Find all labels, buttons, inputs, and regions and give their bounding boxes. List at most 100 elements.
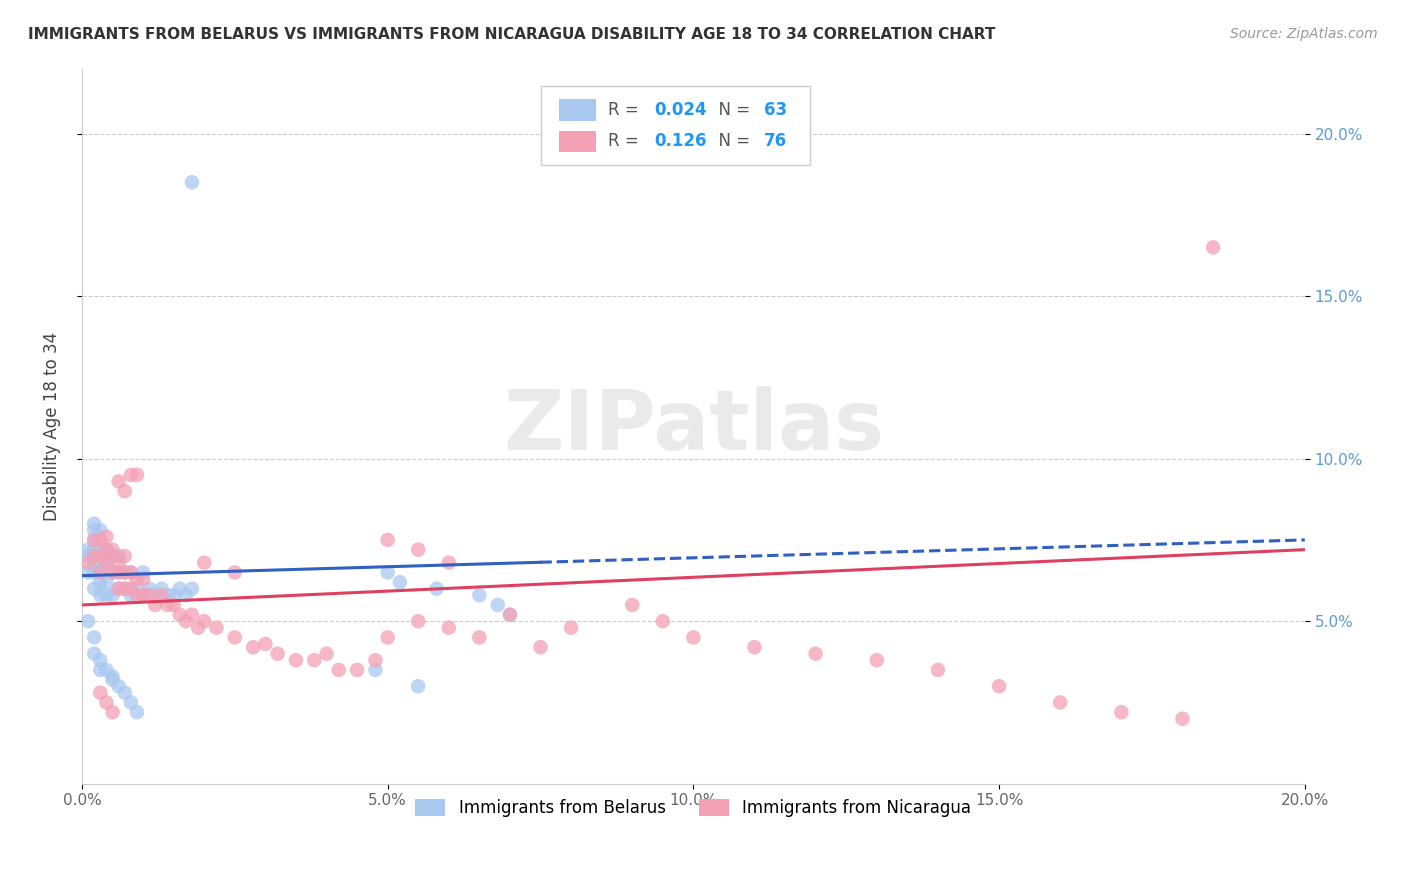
Point xyxy=(927,663,949,677)
Point xyxy=(651,614,673,628)
Point xyxy=(101,566,124,580)
Text: 76: 76 xyxy=(765,133,787,151)
Point xyxy=(174,614,197,628)
Point xyxy=(114,549,136,564)
Point xyxy=(468,631,491,645)
Point xyxy=(304,653,326,667)
Point xyxy=(101,566,124,580)
Point xyxy=(284,653,307,667)
Point xyxy=(89,566,111,580)
Point xyxy=(89,533,111,547)
Point xyxy=(132,588,155,602)
Point xyxy=(406,679,429,693)
Point xyxy=(83,582,105,596)
Point xyxy=(114,484,136,499)
Point xyxy=(120,467,142,482)
Point xyxy=(254,637,277,651)
Point xyxy=(328,663,350,677)
Point xyxy=(83,647,105,661)
Point xyxy=(156,598,179,612)
Point xyxy=(96,530,118,544)
Point xyxy=(96,575,118,590)
Point xyxy=(89,663,111,677)
Point xyxy=(125,572,148,586)
Text: N =: N = xyxy=(709,101,755,119)
Point xyxy=(120,696,142,710)
Point xyxy=(77,542,100,557)
Point xyxy=(156,588,179,602)
Point xyxy=(1202,240,1225,254)
Point xyxy=(89,556,111,570)
Text: R =: R = xyxy=(607,133,644,151)
Point xyxy=(101,549,124,564)
Point xyxy=(193,614,215,628)
Point xyxy=(114,566,136,580)
Point xyxy=(83,556,105,570)
Point xyxy=(138,582,160,596)
Point xyxy=(163,588,186,602)
Text: IMMIGRANTS FROM BELARUS VS IMMIGRANTS FROM NICARAGUA DISABILITY AGE 18 TO 34 COR: IMMIGRANTS FROM BELARUS VS IMMIGRANTS FR… xyxy=(28,27,995,42)
Point xyxy=(125,588,148,602)
Point xyxy=(77,549,100,564)
Point xyxy=(1049,696,1071,710)
Point xyxy=(205,621,228,635)
Point xyxy=(96,588,118,602)
Point xyxy=(560,621,582,635)
Point xyxy=(138,588,160,602)
Point xyxy=(114,582,136,596)
Point xyxy=(83,631,105,645)
Point xyxy=(107,679,129,693)
Point xyxy=(89,653,111,667)
Point xyxy=(224,631,246,645)
Point xyxy=(406,614,429,628)
Point xyxy=(89,523,111,537)
Point xyxy=(187,621,209,635)
Point xyxy=(346,663,368,677)
Point xyxy=(101,588,124,602)
Point xyxy=(499,607,522,622)
FancyBboxPatch shape xyxy=(540,87,810,165)
Point xyxy=(132,588,155,602)
Point xyxy=(96,556,118,570)
Point xyxy=(377,566,399,580)
Bar xyxy=(558,99,596,120)
Point xyxy=(107,582,129,596)
Point xyxy=(107,566,129,580)
Point xyxy=(388,575,411,590)
Point xyxy=(101,549,124,564)
Point xyxy=(101,705,124,719)
Text: R =: R = xyxy=(607,101,644,119)
Point xyxy=(150,588,173,602)
Point xyxy=(83,549,105,564)
Point xyxy=(107,556,129,570)
Point xyxy=(125,467,148,482)
Point xyxy=(499,607,522,622)
Point xyxy=(83,523,105,537)
Point xyxy=(174,588,197,602)
Point xyxy=(181,175,204,189)
Point xyxy=(1171,712,1194,726)
Text: Source: ZipAtlas.com: Source: ZipAtlas.com xyxy=(1230,27,1378,41)
Point xyxy=(132,566,155,580)
Point xyxy=(169,607,191,622)
Text: N =: N = xyxy=(709,133,755,151)
Point xyxy=(114,686,136,700)
Point xyxy=(77,556,100,570)
Y-axis label: Disability Age 18 to 34: Disability Age 18 to 34 xyxy=(44,332,60,521)
Point xyxy=(437,621,460,635)
Text: ZIPatlas: ZIPatlas xyxy=(503,385,884,467)
Point xyxy=(1111,705,1133,719)
Point xyxy=(77,566,100,580)
Point xyxy=(181,582,204,596)
Point xyxy=(364,653,387,667)
Point xyxy=(77,614,100,628)
Point xyxy=(96,542,118,557)
Point xyxy=(89,588,111,602)
Point xyxy=(125,705,148,719)
Point xyxy=(107,582,129,596)
Point xyxy=(120,566,142,580)
Point xyxy=(83,533,105,547)
Point xyxy=(83,542,105,557)
Point xyxy=(114,566,136,580)
Point xyxy=(468,588,491,602)
